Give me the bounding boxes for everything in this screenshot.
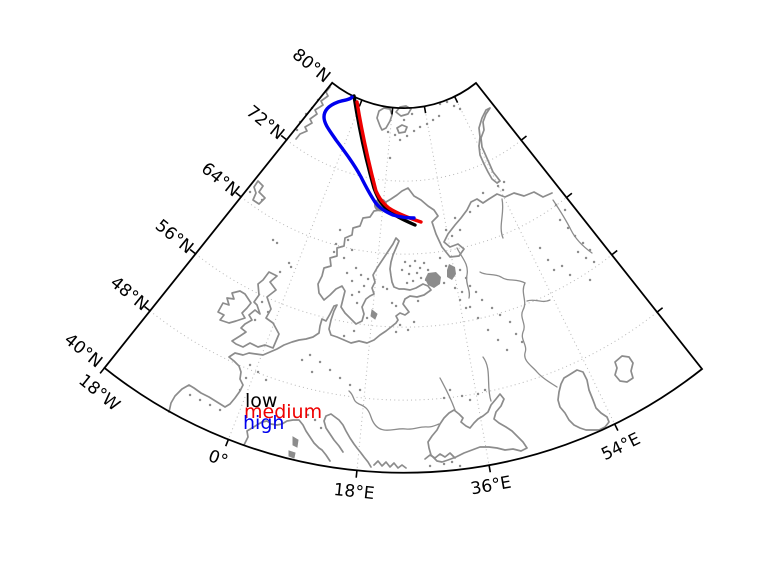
graticule bbox=[149, 96, 658, 471]
river-pechora bbox=[500, 198, 504, 239]
small-islands bbox=[288, 309, 378, 459]
coastline-greece bbox=[373, 460, 407, 469]
river-don bbox=[482, 356, 492, 402]
coastline-black-sea bbox=[427, 393, 528, 463]
coastline-great-britain bbox=[231, 271, 280, 349]
coastline-turkey bbox=[424, 452, 456, 460]
map-boundary bbox=[103, 81, 704, 474]
lakes-ladoga-onega bbox=[425, 264, 456, 288]
coastline-adriatic bbox=[323, 413, 372, 468]
coastline-scandinavia-mainland bbox=[168, 187, 553, 413]
coastline-ireland bbox=[217, 290, 252, 324]
river-ob bbox=[552, 199, 593, 254]
coastline-nordaustlandet bbox=[395, 105, 412, 117]
coastline-spitsbergen bbox=[376, 107, 393, 131]
river-kama bbox=[526, 299, 551, 303]
coastline-novaya-zemlya bbox=[478, 107, 501, 184]
legend-label-high: high bbox=[243, 412, 285, 434]
axis-ticks bbox=[99, 95, 664, 478]
river-volga bbox=[521, 282, 558, 388]
lake-speckle-dots bbox=[188, 98, 596, 468]
coastlines bbox=[168, 86, 634, 469]
legend-label-medium: medium bbox=[244, 401, 323, 423]
coastline-caspian-sea bbox=[557, 369, 610, 431]
river-danube bbox=[348, 390, 440, 431]
legend-label-low: low bbox=[245, 390, 278, 412]
trajectory-high bbox=[322, 95, 416, 220]
coastline-iceland bbox=[252, 180, 266, 205]
river-dvina bbox=[456, 247, 471, 299]
coastline-edgeoya bbox=[396, 124, 408, 134]
coastline-mediterranean-west bbox=[243, 419, 331, 462]
river-upper-volga bbox=[479, 271, 526, 284]
coastline-greenland bbox=[295, 86, 331, 140]
parallel-gridlines bbox=[149, 139, 658, 401]
coastline-aral-sea bbox=[614, 355, 634, 383]
lon-label-18e: 18°E bbox=[332, 479, 376, 505]
river-dnieper bbox=[439, 377, 456, 411]
